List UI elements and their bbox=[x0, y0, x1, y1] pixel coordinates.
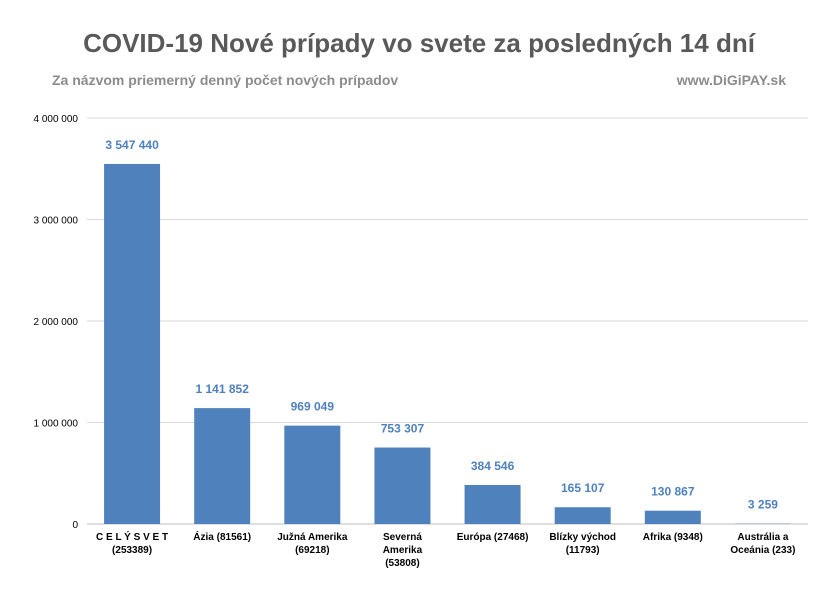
category-label: Ázia (81561) bbox=[193, 530, 251, 543]
y-tick-label: 3 000 000 bbox=[34, 216, 79, 227]
category-label: Severná Amerika (53808) bbox=[383, 532, 423, 569]
bar bbox=[284, 425, 341, 524]
category-label: C E L Ý S V E T (253389) bbox=[96, 530, 168, 556]
y-tick-label: 2 000 000 bbox=[34, 317, 79, 328]
data-label: 3 259 bbox=[748, 498, 778, 512]
data-label: 1 141 852 bbox=[195, 382, 249, 396]
chart-title: COVID-19 Nové prípady vo svete za posled… bbox=[83, 28, 755, 58]
bars bbox=[104, 163, 791, 524]
bar bbox=[644, 510, 701, 524]
bar bbox=[194, 408, 251, 524]
category-label: Austrália a Oceánia (233) bbox=[730, 532, 795, 556]
data-label: 384 546 bbox=[471, 459, 515, 473]
x-axis-categories: C E L Ý S V E T (253389) Ázia (81561) Južná… bbox=[96, 530, 795, 569]
data-label: 753 307 bbox=[381, 422, 425, 436]
category-label: Európa (27468) bbox=[457, 532, 529, 543]
y-tick-label: 1 000 000 bbox=[34, 419, 79, 430]
y-axis-ticks: 0 1 000 000 2 000 000 3 000 000 4 000 000 bbox=[34, 114, 79, 531]
data-labels: 3 547 440 1 141 852 969 049 753 307 384 546 1… bbox=[105, 138, 778, 512]
y-tick-label: 4 000 000 bbox=[34, 114, 79, 125]
bar bbox=[554, 507, 611, 524]
data-label: 969 049 bbox=[291, 400, 335, 414]
chart-subtitle: Za názvom priemerný denný počet nových p… bbox=[52, 72, 399, 88]
category-label: Južná Amerika (69218) bbox=[277, 532, 348, 556]
data-label: 165 107 bbox=[561, 481, 605, 495]
bar bbox=[374, 447, 431, 524]
bar bbox=[464, 484, 521, 524]
y-tick-label: 0 bbox=[72, 520, 78, 531]
category-label: Afrika (9348) bbox=[643, 532, 703, 543]
data-label: 130 867 bbox=[651, 485, 695, 499]
bar bbox=[104, 163, 161, 524]
website-label: www.DiGiPAY.sk bbox=[676, 72, 786, 88]
data-label: 3 547 440 bbox=[105, 138, 159, 152]
category-label: Blízky východ (11793) bbox=[549, 532, 616, 556]
